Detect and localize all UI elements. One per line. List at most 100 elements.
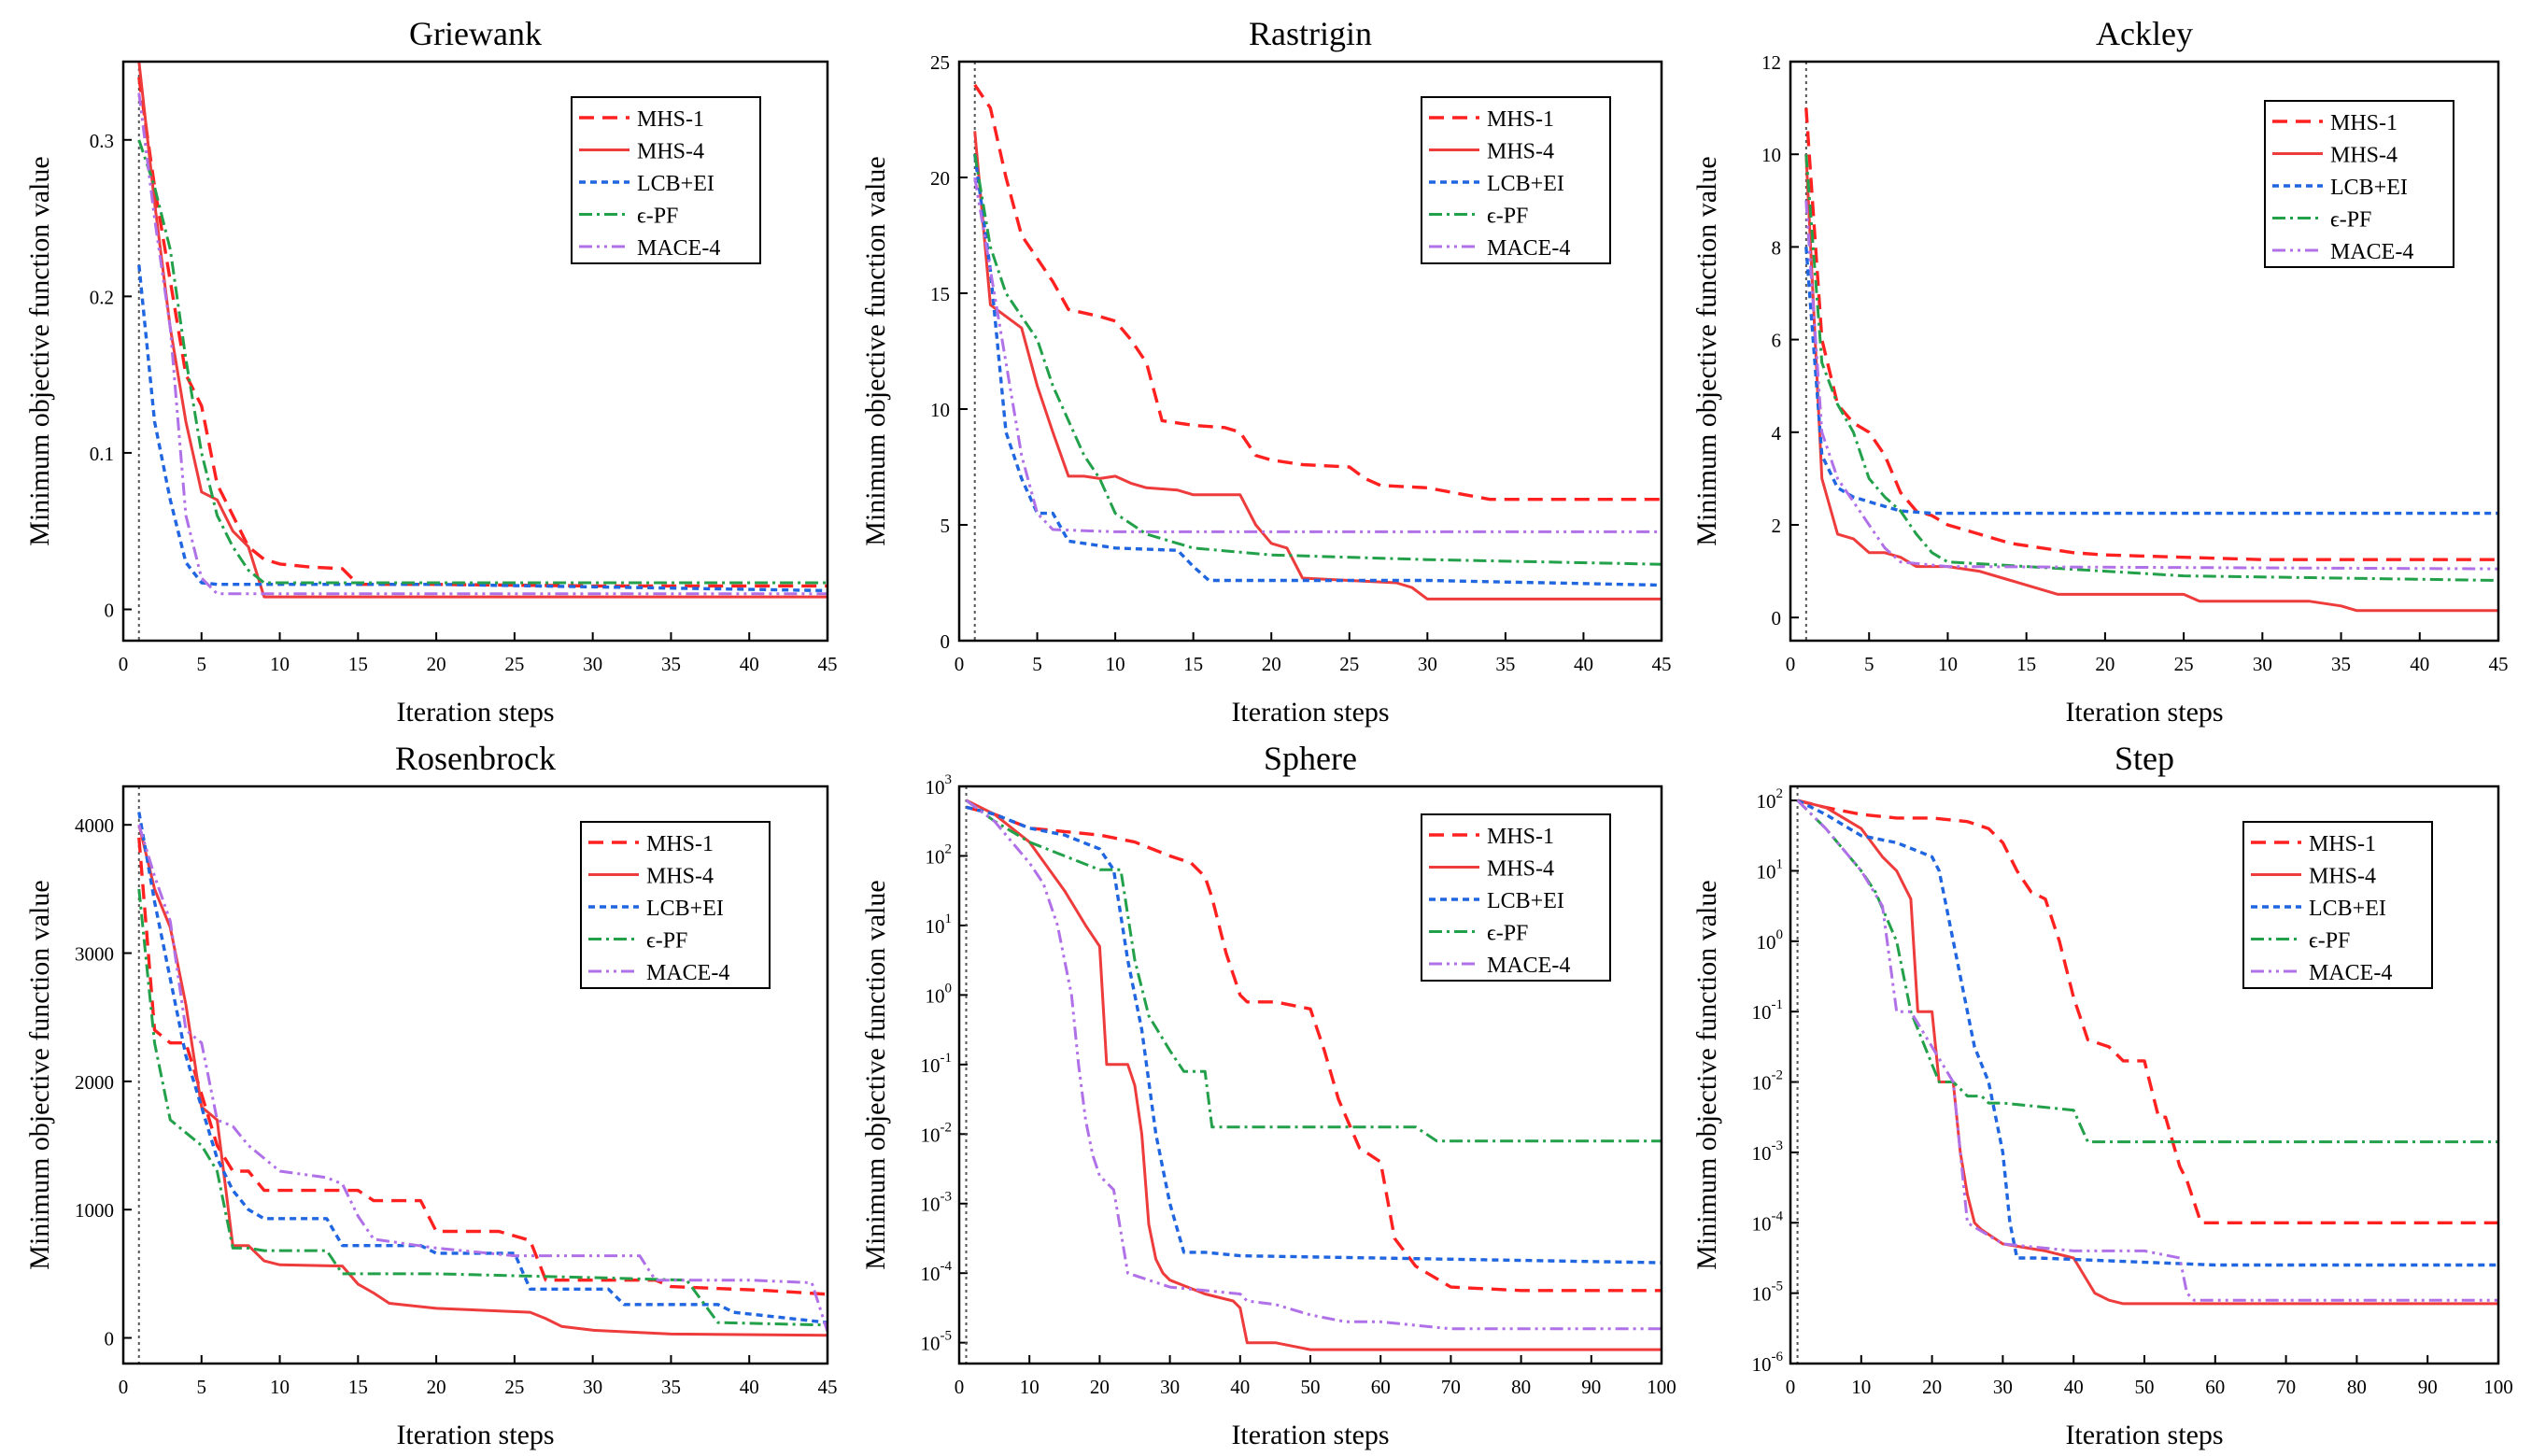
legend-label-epsilon-pf: ϵ-PF xyxy=(2330,208,2371,233)
chart-sphere: Sphere Iteration steps Minimum objective f… xyxy=(860,740,1676,1450)
chart-title: Rastrigin xyxy=(1249,15,1372,52)
x-tick-label: 70 xyxy=(1441,1376,1461,1398)
y-tick-label: 10-4 xyxy=(921,1259,953,1285)
x-tick-label: 80 xyxy=(1511,1376,1531,1398)
series-line-lcb-ei xyxy=(973,153,1662,587)
x-tick-label: 25 xyxy=(2174,653,2194,675)
plot-frame xyxy=(1789,60,2500,643)
legend-label-mhs-1: MHS-1 xyxy=(1487,107,1554,132)
x-tick-label: 40 xyxy=(1230,1376,1250,1398)
y-tick-label: 10 xyxy=(1761,144,1781,166)
y-tick-label: 10-3 xyxy=(1752,1138,1784,1165)
legend-label-lcb-ei: LCB+EI xyxy=(2330,176,2408,200)
chart-title: Ackley xyxy=(2096,15,2193,52)
series-line-lcb-ei xyxy=(137,812,827,1324)
series-group xyxy=(1796,799,2498,1306)
legend-label-lcb-ei: LCB+EI xyxy=(1487,172,1564,196)
legend-label-mhs-4: MHS-4 xyxy=(1487,857,1554,882)
y-tick-label: 2 xyxy=(1772,515,1782,537)
x-tick-label: 45 xyxy=(1652,653,1672,675)
legend-label-mace-4: MACE-4 xyxy=(1487,954,1570,978)
x-tick-label: 30 xyxy=(1993,1376,2013,1398)
y-tick-label: 20 xyxy=(930,167,950,190)
x-tick-label: 40 xyxy=(2410,653,2429,675)
y-axis-label: Minimum objective function value xyxy=(1691,880,1722,1269)
y-axis-label: Minimum objective function value xyxy=(860,156,891,545)
series-line-lcb-ei xyxy=(137,264,827,593)
series-line-mhs-4 xyxy=(973,131,1662,601)
y-axis-label: Minimum objective function value xyxy=(24,156,55,545)
y-tick-label: 10 xyxy=(930,399,950,421)
x-tick-label: 40 xyxy=(2064,1376,2084,1398)
legend-label-mhs-4: MHS-4 xyxy=(2309,865,2376,889)
series-line-mhs-1 xyxy=(1797,799,2498,1225)
legend-box xyxy=(571,96,761,264)
x-tick-label: 50 xyxy=(1301,1376,1321,1398)
x-axis-label: Iteration steps xyxy=(1231,697,1389,728)
y-tick-label: 6 xyxy=(1772,330,1782,352)
series-line-mace-4 xyxy=(973,177,1662,533)
x-tick-label: 20 xyxy=(1922,1376,1942,1398)
x-tick-label: 40 xyxy=(740,653,759,675)
x-tick-label: 35 xyxy=(661,653,681,675)
legend-box xyxy=(580,821,771,989)
x-tick-label: 45 xyxy=(818,653,838,675)
x-tick-label: 45 xyxy=(818,1376,838,1398)
legend-label-mace-4: MACE-4 xyxy=(2330,240,2413,264)
x-tick-label: 30 xyxy=(1160,1376,1180,1398)
chart-title: Griewank xyxy=(409,15,542,52)
x-tick-label: 0 xyxy=(119,653,129,675)
x-tick-label: 30 xyxy=(1418,653,1437,675)
legend-label-epsilon-pf: ϵ-PF xyxy=(2309,929,2350,954)
series-line-mace-4 xyxy=(1796,799,2498,1302)
series-line-mace-4 xyxy=(1804,200,2498,571)
x-tick-label: 35 xyxy=(661,1376,681,1398)
x-tick-label: 30 xyxy=(583,653,602,675)
legend-label-mace-4: MACE-4 xyxy=(2309,961,2392,985)
x-tick-label: 10 xyxy=(270,1376,290,1398)
legend-label-mhs-1: MHS-1 xyxy=(2330,111,2398,135)
y-tick-label: 10-5 xyxy=(1752,1279,1784,1306)
legend-label-mace-4: MACE-4 xyxy=(646,961,729,985)
x-tick-label: 20 xyxy=(1262,653,1281,675)
y-axis-label: Minimum objective function value xyxy=(860,880,891,1269)
y-tick-label: 0.2 xyxy=(90,286,114,308)
x-tick-label: 100 xyxy=(2483,1376,2513,1398)
x-tick-label: 10 xyxy=(1851,1376,1871,1398)
legend-label-mace-4: MACE-4 xyxy=(1487,236,1570,261)
legend-label-mhs-1: MHS-1 xyxy=(2309,832,2376,856)
y-tick-label: 10-6 xyxy=(1752,1350,1784,1376)
x-tick-label: 5 xyxy=(197,1376,207,1398)
legend-label-lcb-ei: LCB+EI xyxy=(2309,897,2386,921)
series-group xyxy=(973,83,1662,601)
series-line-epsilon-pf xyxy=(965,799,1662,1143)
legend-label-mace-4: MACE-4 xyxy=(637,236,720,261)
x-axis-label: Iteration steps xyxy=(396,697,554,728)
legend-box xyxy=(2242,821,2433,989)
x-tick-label: 30 xyxy=(583,1376,602,1398)
legend-label-epsilon-pf: ϵ-PF xyxy=(637,205,678,229)
series-line-lcb-ei xyxy=(966,805,1662,1265)
x-tick-label: 5 xyxy=(1864,653,1874,675)
x-tick-label: 25 xyxy=(504,653,524,675)
x-tick-label: 5 xyxy=(1032,653,1042,675)
legend-box xyxy=(1421,813,1611,982)
x-tick-label: 60 xyxy=(1371,1376,1391,1398)
x-tick-label: 20 xyxy=(427,653,446,675)
x-tick-label: 90 xyxy=(1581,1376,1601,1398)
series-line-mhs-1 xyxy=(973,83,1662,502)
x-tick-label: 45 xyxy=(2489,653,2509,675)
y-tick-label: 100 xyxy=(1757,927,1784,954)
series-line-epsilon-pf xyxy=(137,888,827,1327)
plot-frame xyxy=(957,785,1663,1365)
y-tick-label: 2000 xyxy=(75,1071,114,1094)
x-tick-label: 15 xyxy=(2016,653,2036,675)
x-tick-label: 25 xyxy=(1339,653,1359,675)
y-tick-label: 0 xyxy=(1772,607,1782,629)
legend-label-mhs-1: MHS-1 xyxy=(1487,825,1554,849)
plot-frame xyxy=(1789,785,2500,1365)
y-tick-label: 10-2 xyxy=(921,1120,953,1146)
chart-title: Step xyxy=(2115,740,2174,777)
y-tick-label: 10-2 xyxy=(1752,1068,1784,1095)
y-tick-label: 0 xyxy=(105,1328,115,1350)
